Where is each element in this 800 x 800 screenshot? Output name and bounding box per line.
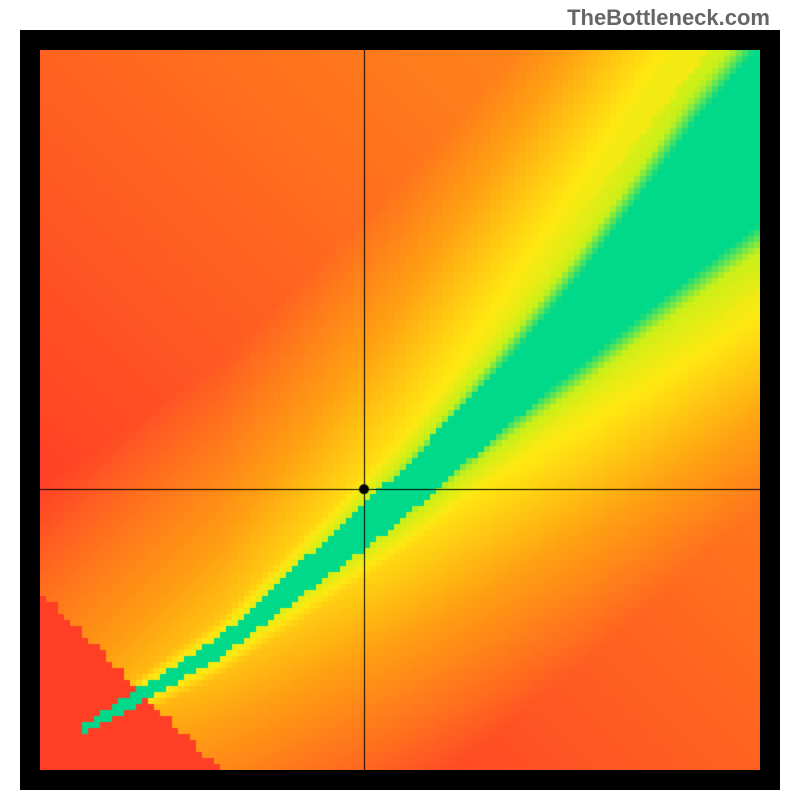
heatmap-canvas	[40, 50, 760, 770]
chart-outer-frame	[20, 30, 780, 790]
chart-heatmap-area	[40, 50, 760, 770]
watermark-text: TheBottleneck.com	[567, 5, 770, 31]
